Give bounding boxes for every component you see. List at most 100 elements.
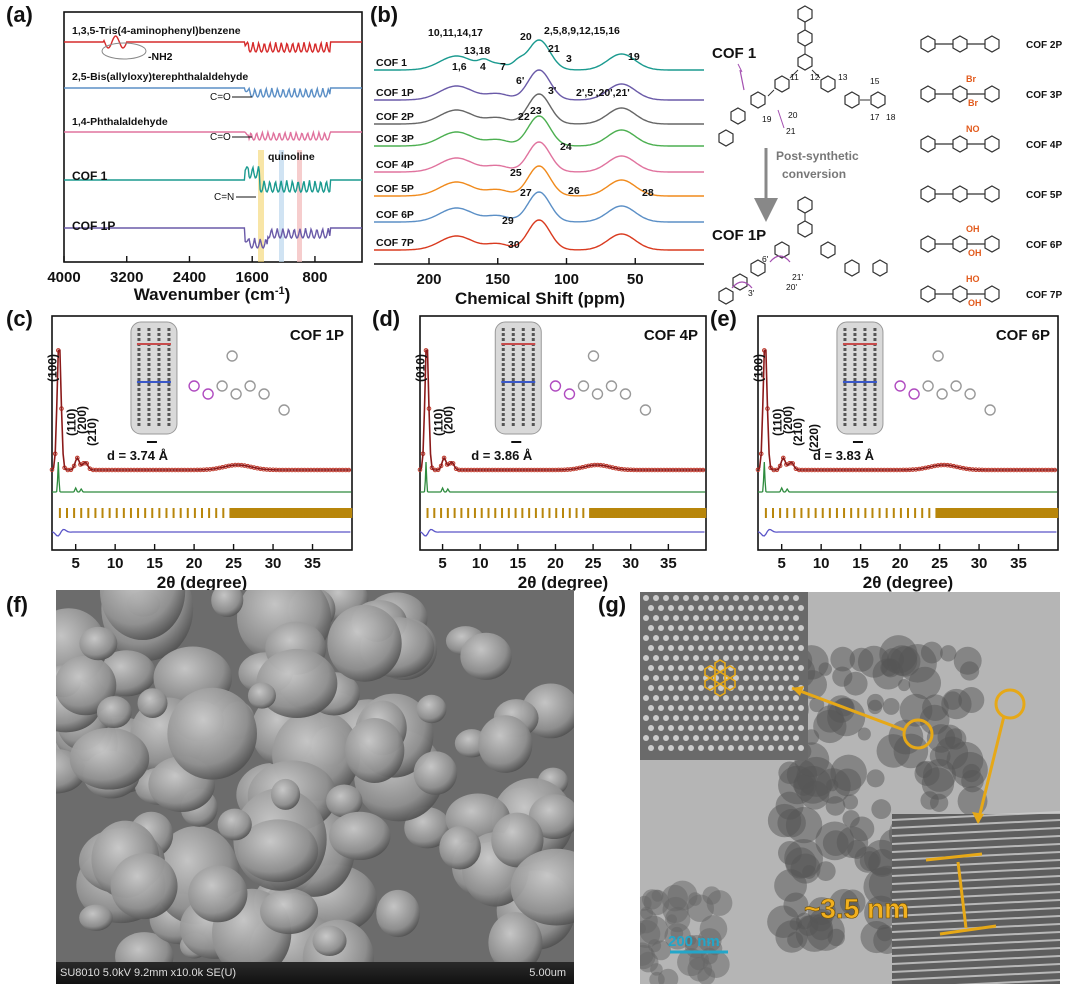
nmr-ticklabel-0: 200: [416, 271, 441, 288]
pxrd-reflection-e-0: (100): [752, 354, 766, 382]
tem-pore: [703, 695, 709, 701]
tem-particle-left: [677, 948, 706, 977]
tem-pore: [663, 595, 669, 601]
tem-pore: [658, 605, 664, 611]
tem-fringe: [891, 947, 1060, 957]
tem-pore: [783, 735, 789, 741]
tem-pore: [683, 715, 689, 721]
tem-pore: [688, 625, 694, 631]
pxrd-reflection-c-2: (200): [75, 406, 89, 434]
tem-pore: [643, 655, 649, 661]
panel-label-e: (e): [710, 306, 737, 331]
tem-pore: [703, 615, 709, 621]
tem-particle: [797, 915, 819, 936]
tem-pore: [693, 595, 699, 601]
pxrd-ticklabel-c-0: 5: [72, 555, 80, 572]
tem-pore: [788, 665, 794, 671]
tem-pore: [773, 615, 779, 621]
tem-pore: [783, 655, 789, 661]
ftir-annot-co-2: C=O: [210, 132, 231, 143]
tem-pore: [703, 715, 709, 721]
tem-pore: [708, 705, 714, 711]
pxrd-reflection-e-1: (110): [771, 409, 785, 436]
tem-pore: [678, 725, 684, 731]
cof1-num-17: 17: [870, 112, 880, 122]
nmr-ticklabel-2: 100: [554, 271, 579, 288]
tem-pore: [733, 635, 739, 641]
ftir-series-label-1: 2,5-Bis(allyloxy)terephthalaldehyde: [72, 71, 248, 83]
tem-pore: [793, 595, 799, 601]
tem-pore: [648, 625, 654, 631]
variant-ring-c-1: [984, 85, 1000, 103]
ftir-annot-co-1: C=O: [210, 92, 231, 103]
pxrd-ticklabel-d-0: 5: [438, 555, 446, 572]
tem-pore: [713, 615, 719, 621]
tem-particle-left: [699, 915, 728, 943]
tem-pore: [693, 675, 699, 681]
variant-ring-c-4: [984, 235, 1000, 253]
tem-pore: [758, 605, 764, 611]
tem-pore: [758, 665, 764, 671]
tem-pore: [798, 625, 804, 631]
pxrd-diff-line-d: [419, 528, 705, 537]
nmr-series-name-0: COF 1: [376, 57, 407, 69]
nmr-peak-label-9: 19: [628, 51, 640, 63]
variant-ring-b-0: [952, 35, 968, 53]
sem-particle: [247, 682, 276, 709]
nmr-xlabel: Chemical Shift (ppm): [455, 289, 625, 308]
tem-pore: [768, 685, 774, 691]
tem-pore: [678, 625, 684, 631]
tem-pore: [788, 625, 794, 631]
tem-arrow-1: [791, 686, 905, 732]
nmr-series-name-4: COF 4P: [376, 159, 414, 171]
nmr-series-line-0: [374, 39, 704, 71]
tem-pore: [678, 685, 684, 691]
variant-ring-a-5: [920, 285, 936, 303]
tem-pore: [688, 745, 694, 751]
pxrd-reflection-d-2: (200): [441, 406, 455, 434]
variant-sub-1-0: Br: [966, 74, 976, 84]
nmr-series-line-5: [374, 165, 704, 197]
sem-particle: [211, 590, 244, 618]
sem-particle: [413, 751, 458, 795]
tem-fringe: [891, 827, 1060, 837]
cof1-num-12: 12: [810, 72, 820, 82]
tem-pore: [758, 745, 764, 751]
cof1p-num-3p: 3': [748, 288, 755, 298]
tem-pore: [753, 595, 759, 601]
tem-fringe: [891, 875, 1060, 885]
tem-pore: [748, 665, 754, 671]
variant-ring-b-4: [952, 235, 968, 253]
tem-hex-overlay: [704, 659, 736, 697]
tem-pore: [713, 735, 719, 741]
panel-label-b: (b): [370, 2, 399, 27]
tem-particle: [843, 671, 868, 696]
tem-pore: [718, 605, 724, 611]
nmr-ticklabel-1: 150: [485, 271, 510, 288]
nmr-peak-label-13: 22: [518, 111, 530, 123]
nmr-peak-label-2: 2,5,8,9,12,15,16: [544, 25, 620, 37]
pxrd-xlabel-d: 2θ (degree): [518, 573, 608, 592]
tem-particle: [867, 699, 883, 715]
ftir-highlight-quinoline-1: [279, 150, 284, 262]
pxrd-reflection-e-2: (200): [781, 406, 795, 434]
tem-pore: [718, 685, 724, 691]
cof1-num-20: 20: [788, 110, 798, 120]
pxrd-stack-model-e: [836, 321, 884, 443]
tem-pore: [798, 665, 804, 671]
tem-fringe: [891, 843, 1060, 853]
tem-pore: [683, 615, 689, 621]
tem-pore: [728, 745, 734, 751]
tem-pore: [783, 675, 789, 681]
tem-pore: [683, 655, 689, 661]
tem-pore: [723, 655, 729, 661]
ftir-chart: 1,3,5-Tris(4-aminophenyl)benzene 2,5-Bis…: [47, 11, 363, 304]
pxrd-frame-d: [419, 315, 707, 551]
tem-pore: [698, 705, 704, 711]
pxrd-sim-line-c: [52, 461, 352, 493]
pxrd-ticklabel-d-5: 30: [622, 555, 639, 572]
tem-fringe: [891, 891, 1060, 901]
tem-pore: [773, 715, 779, 721]
tem-pore: [698, 645, 704, 651]
pxrd-ticklabel-e-5: 30: [971, 555, 988, 572]
